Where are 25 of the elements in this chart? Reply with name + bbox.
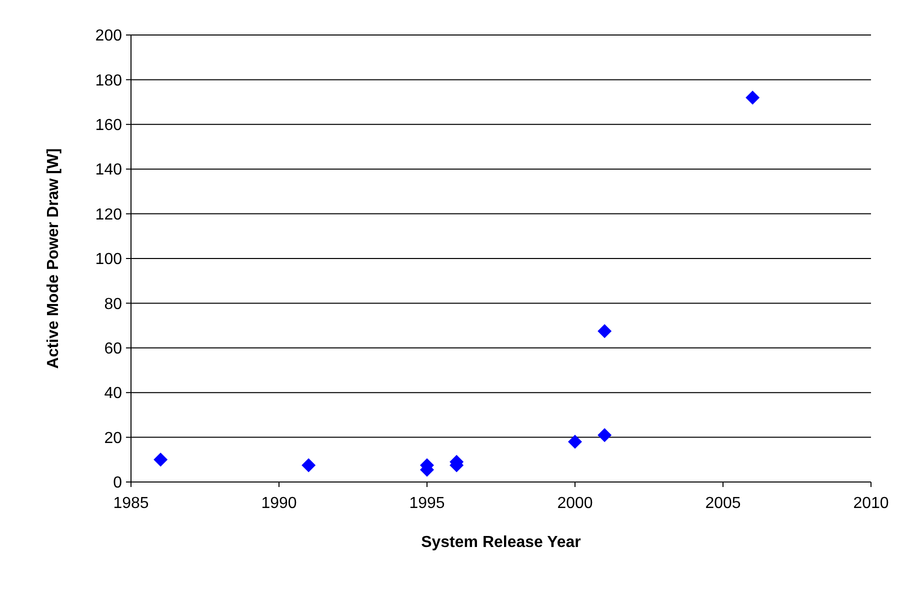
y-tick-label: 20 — [104, 430, 122, 447]
point — [598, 428, 612, 442]
y-tick-label: 60 — [104, 340, 122, 358]
x-tick-label: 2005 — [705, 495, 741, 512]
x-axis-title: System Release Year — [421, 534, 581, 551]
point — [568, 434, 582, 449]
x-tick-label: 1995 — [409, 495, 445, 512]
y-tick-label: 200 — [95, 28, 122, 45]
y-axis-title: Active Mode Power Draw [W] — [45, 148, 62, 369]
point — [302, 458, 316, 472]
x-tick-label: 2010 — [853, 495, 889, 512]
y-tick-label: 160 — [95, 117, 122, 134]
y-tick-label: 80 — [104, 296, 122, 313]
point — [154, 452, 168, 467]
y-tick-label: 180 — [95, 72, 122, 90]
y-tick-label: 40 — [104, 385, 122, 402]
point — [598, 324, 612, 338]
y-tick-label: 100 — [95, 251, 122, 268]
y-tick-label: 140 — [95, 162, 122, 179]
x-tick-label: 1990 — [261, 495, 297, 512]
point — [746, 90, 760, 105]
y-tick-label: 120 — [95, 206, 122, 224]
x-tick-label: 2000 — [557, 495, 593, 512]
y-tick-label: 0 — [113, 474, 122, 492]
x-tick-label: 1985 — [113, 495, 149, 512]
